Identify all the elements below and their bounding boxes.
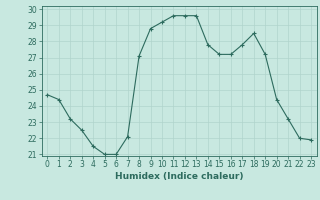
X-axis label: Humidex (Indice chaleur): Humidex (Indice chaleur) <box>115 172 244 181</box>
